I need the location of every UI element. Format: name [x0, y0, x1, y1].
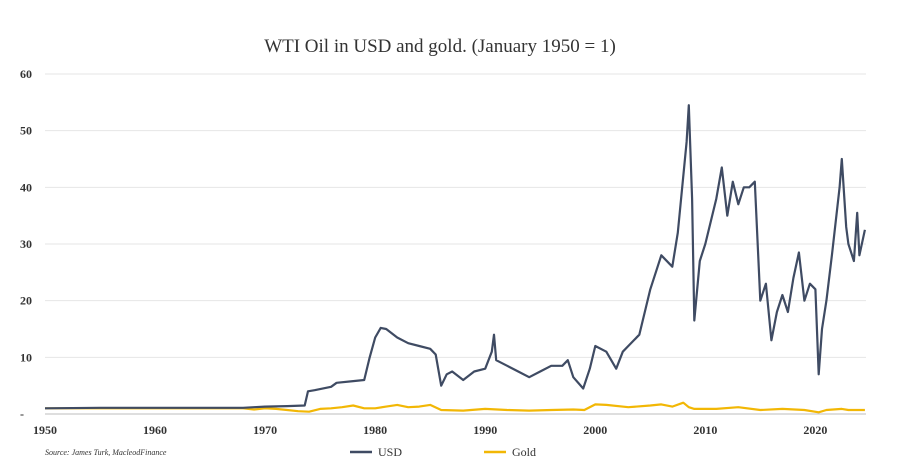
x-tick-label: 1970	[253, 423, 277, 437]
legend: USD Gold	[350, 445, 536, 459]
legend-label-gold: Gold	[512, 445, 536, 459]
y-tick-label: -	[20, 407, 24, 421]
x-tick-label: 1950	[33, 423, 57, 437]
source-note: Source: James Turk, MacleodFinance	[45, 448, 167, 457]
series-line-gold	[45, 401, 865, 414]
x-tick-label: 1990	[473, 423, 497, 437]
chart-title: WTI Oil in USD and gold. (January 1950 =…	[264, 36, 616, 57]
y-tick-label: 20	[20, 294, 32, 308]
legend-label-usd: USD	[378, 445, 402, 459]
x-tick-label: 2000	[583, 423, 607, 437]
x-tick-label: 1960	[143, 423, 167, 437]
x-tick-label: 2010	[693, 423, 717, 437]
grid-lines	[45, 73, 866, 358]
y-tick-label: 50	[20, 124, 32, 138]
series-lines	[44, 104, 866, 414]
x-tick-label: 2020	[803, 423, 827, 437]
y-tick-label: 30	[20, 237, 32, 251]
x-axis-ticks: 1950 1960 1970 1980 1990 2000 2010 2020	[33, 423, 827, 437]
y-tick-label: 40	[20, 180, 32, 194]
x-tick-label: 1980	[363, 423, 387, 437]
y-tick-label: 60	[20, 67, 32, 81]
y-axis-ticks: 60 50 40 30 20 10 -	[20, 67, 32, 421]
y-tick-label: 10	[20, 350, 32, 364]
series-line-usd	[44, 104, 866, 410]
